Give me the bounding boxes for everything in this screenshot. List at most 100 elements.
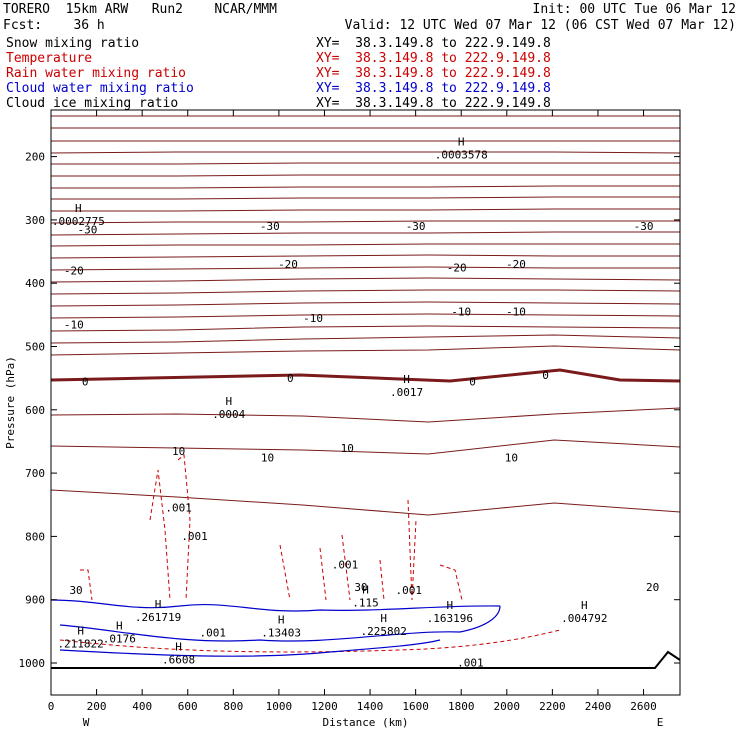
temperature-contour-line: [50, 277, 681, 283]
maximum-value: .001: [396, 584, 423, 597]
field-xy-rain: XY= 38.3.149.8 to 222.9.149.8: [316, 66, 551, 81]
maximum-marker: H: [380, 612, 387, 625]
forecast-hour: Fcst: 36 h: [3, 18, 105, 33]
temperature-contour-line: [51, 162, 680, 165]
rain-contour: [279, 544, 291, 601]
temperature-contour-line: [50, 220, 680, 224]
temperature-contour-line: [50, 243, 680, 247]
maximum-marker: H: [175, 641, 182, 654]
x-tick-label: 1600: [402, 700, 429, 713]
field-xy-cloud-ice: XY= 38.3.149.8 to 222.9.149.8: [316, 96, 551, 111]
y-tick-label: 300: [25, 214, 45, 227]
maximum-marker: H: [458, 135, 465, 148]
temperature-contour-label: 10: [505, 451, 518, 464]
y-tick-label: 200: [25, 151, 45, 164]
temperature-contour-line: [50, 151, 681, 154]
rain-contour: [439, 564, 463, 601]
maximum-value: .163196: [427, 612, 473, 625]
rain-contour: [59, 629, 561, 653]
temperature-contour-label: 10: [172, 445, 185, 458]
temperature-contour-line: [51, 208, 680, 212]
rain-contour: [177, 454, 191, 601]
temperature-contour-line: [50, 325, 681, 332]
temperature-contour-label: -20: [447, 261, 467, 274]
x-tick-label: 1000: [266, 700, 293, 713]
maximum-value: .001: [200, 626, 227, 639]
y-tick-label: 400: [25, 277, 45, 290]
model-title: TORERO 15km ARW Run2 NCAR/MMM: [3, 2, 277, 17]
temperature-contour-label: -10: [64, 318, 84, 331]
field-name-cloud-ice: Cloud ice mixing ratio: [6, 96, 179, 111]
temperature-contour-label: 30: [69, 584, 82, 597]
temperature-contour-line: [51, 174, 680, 177]
x-tick-label: 400: [132, 700, 152, 713]
maximum-value: .6608: [162, 654, 195, 667]
temperature-contour-line: [50, 439, 681, 455]
rain-contour: [149, 469, 171, 601]
temperature-contour-label: 0: [469, 375, 476, 388]
x-axis-east-label: E: [657, 716, 664, 729]
temperature-contour-label: 30: [354, 581, 367, 594]
x-tick-label: 800: [223, 700, 243, 713]
x-tick-label: 0: [48, 700, 55, 713]
field-xy-snow: XY= 38.3.149.8 to 222.9.149.8: [316, 36, 551, 51]
x-tick-label: 1400: [357, 700, 384, 713]
maximum-value: .0176: [103, 633, 136, 646]
maximum-value: .0017: [390, 386, 423, 399]
field-name-temperature: Temperature: [6, 51, 93, 66]
temperature-contour-line: [51, 196, 680, 200]
temperature-contour-line: [50, 345, 681, 356]
field-name-rain: Rain water mixing ratio: [6, 66, 187, 81]
temperature-contour-label: -30: [634, 220, 654, 233]
cloud-water-contour: [59, 639, 441, 657]
temperature-contour-label: 0: [542, 369, 549, 382]
x-tick-label: 1800: [448, 700, 475, 713]
temperature-contour-label: 20: [646, 581, 659, 594]
temperature-contour-label: -20: [278, 258, 298, 271]
maximum-value: .225802: [361, 625, 407, 638]
maximum-value: .261719: [135, 611, 181, 624]
maximum-value: .001: [165, 502, 192, 515]
temperature-contour-label: 10: [341, 442, 354, 455]
maximum-value: .13403: [261, 626, 301, 639]
temperature-contour-label: -30: [260, 220, 280, 233]
maximum-marker: H: [447, 599, 454, 612]
rain-contour: [379, 559, 385, 601]
field-name-snow: Snow mixing ratio: [6, 36, 140, 51]
x-tick-label: 600: [178, 700, 198, 713]
y-tick-label: 800: [25, 530, 45, 543]
cloud-water-contour: [59, 605, 501, 642]
x-tick-label: 2400: [585, 700, 612, 713]
temperature-contour-label: 0: [287, 372, 294, 385]
temperature-contour-label: 0: [82, 375, 89, 388]
temperature-contour-label: -20: [64, 265, 84, 278]
x-tick-label: 2200: [539, 700, 566, 713]
x-tick-label: 2600: [630, 700, 657, 713]
temperature-contour-label: -30: [78, 223, 98, 236]
rain-contour: [341, 534, 351, 601]
rain-contour: [407, 499, 417, 601]
temperature-contour-line: [50, 407, 681, 423]
y-tick-label: 900: [25, 594, 45, 607]
maximum-marker: H: [225, 395, 232, 408]
temperature-contour-line: [51, 185, 680, 189]
maximum-value: .0003578: [435, 148, 488, 161]
maximum-marker: H: [116, 620, 123, 633]
temperature-contour-line: [50, 334, 681, 344]
maximum-marker: H: [77, 625, 84, 638]
temperature-contours: [50, 115, 681, 516]
maximum-value: .004792: [561, 612, 607, 625]
temperature-contour-label: -10: [451, 306, 471, 319]
x-axis-west-label: W: [83, 716, 90, 729]
temperature-contour-label: -20: [506, 258, 526, 271]
field-xy-temperature: XY= 38.3.149.8 to 222.9.149.8: [316, 51, 551, 66]
valid-time: Valid: 12 UTC Wed 07 Mar 12 (06 CST Wed …: [344, 18, 736, 33]
maximum-value: .115: [352, 597, 379, 610]
freezing-level-line: [50, 368, 681, 383]
maximum-value: .0002775: [52, 215, 105, 228]
moisture-contours: [50, 454, 561, 657]
x-tick-label: 2000: [494, 700, 521, 713]
y-tick-label: 700: [25, 467, 45, 480]
x-tick-label: 1200: [311, 700, 338, 713]
